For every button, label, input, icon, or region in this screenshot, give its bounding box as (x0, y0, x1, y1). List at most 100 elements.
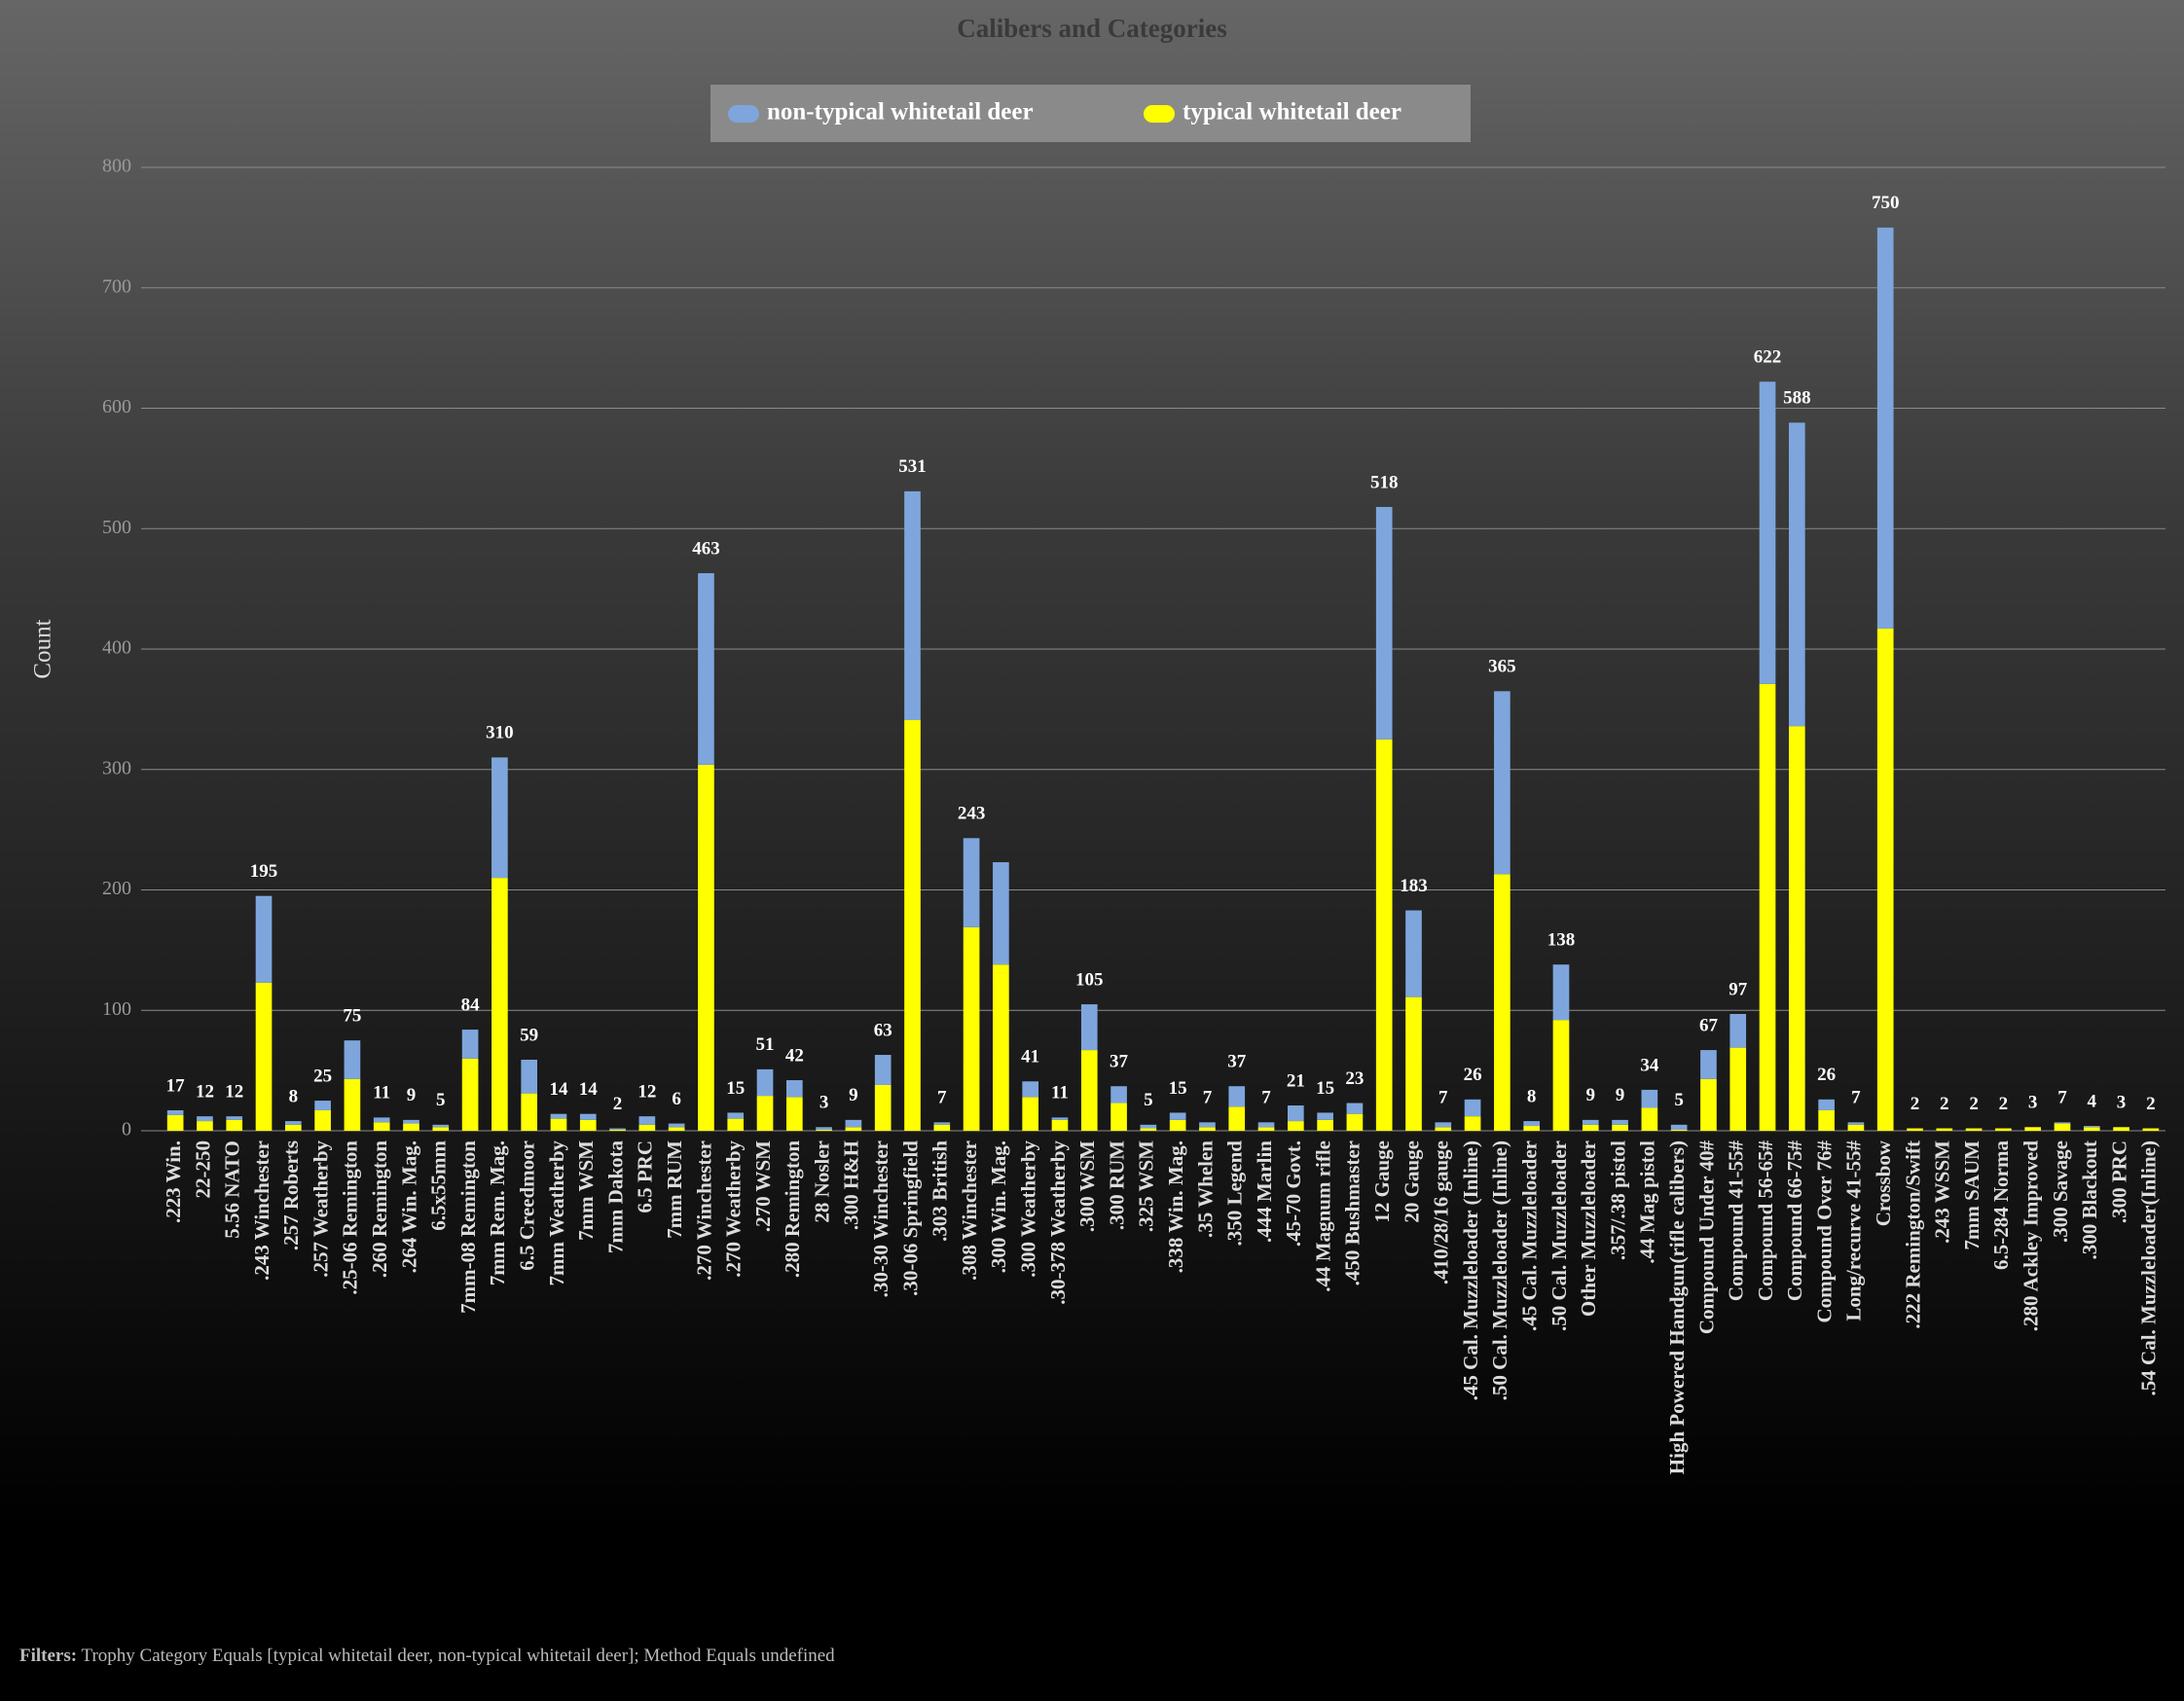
bar-segment (1287, 1105, 1304, 1122)
x-tick-label: High Powered Handgun(rifle calibers) (1665, 1140, 1689, 1474)
total-label: 243 (958, 804, 986, 824)
legend-marker (1144, 105, 1175, 123)
bar-segment (668, 1123, 685, 1128)
total-label: 7 (2057, 1088, 2067, 1108)
bar-segment (963, 926, 980, 1131)
total-label: 34 (1640, 1055, 1659, 1075)
total-label: 7 (937, 1088, 947, 1108)
total-label: 2 (2146, 1094, 2156, 1114)
bar-segment (1287, 1121, 1304, 1131)
bar-segment (344, 1040, 361, 1079)
bar-segment (1257, 1122, 1275, 1128)
bar-segment (1051, 1119, 1069, 1131)
x-tick-label: .303 British (928, 1140, 952, 1242)
total-label: 11 (373, 1083, 390, 1104)
bar-segment (1051, 1117, 1069, 1120)
total-label: 3 (2028, 1093, 2038, 1113)
x-tick-label: .44 Mag pistol (1636, 1140, 1659, 1264)
bar-segment (314, 1109, 331, 1131)
bar-segment (1818, 1099, 1835, 1110)
total-label: 588 (1783, 388, 1811, 409)
total-label: 7 (1851, 1088, 1861, 1108)
bar-segment (2113, 1127, 2129, 1131)
total-label: 37 (1227, 1052, 1247, 1072)
bar-segment (845, 1127, 862, 1131)
bar-segment (1375, 506, 1393, 740)
x-tick-label: Compound 66-75# (1783, 1140, 1806, 1302)
bar-segment (638, 1116, 656, 1125)
total-label: 11 (1051, 1083, 1069, 1104)
bar-segment (550, 1118, 567, 1131)
y-axis-label: Count (30, 619, 56, 678)
bar-segment (1995, 1128, 2012, 1131)
bar-segment (1523, 1121, 1541, 1127)
bar-segment (1876, 628, 1894, 1131)
total-label: 97 (1729, 979, 1748, 999)
bar-segment (1494, 874, 1511, 1131)
total-label: 2 (613, 1094, 623, 1114)
bar-segment (609, 1129, 626, 1131)
x-tick-label: .300 RUM (1105, 1140, 1128, 1230)
chart-title: Calibers and Categories (957, 14, 1226, 43)
bar-segment (1936, 1128, 1953, 1131)
bar-segment (1110, 1103, 1127, 1131)
total-label: 9 (849, 1085, 858, 1105)
x-tick-label: 6.5x55mm (427, 1140, 451, 1231)
x-tick-label: .300 Win. Mag. (987, 1140, 1010, 1273)
total-label: 138 (1547, 930, 1576, 951)
x-tick-label: .350 Legend (1223, 1140, 1247, 1247)
y-tick-label: 800 (102, 156, 131, 177)
bar-segment (1257, 1127, 1275, 1131)
x-tick-label: .257 Weatherby (309, 1140, 332, 1278)
x-tick-label: 12 Gauge (1370, 1140, 1394, 1223)
bar-segment (166, 1109, 184, 1115)
bar-segment (579, 1119, 597, 1131)
bar-segment (1140, 1124, 1157, 1129)
bar-segment (1907, 1128, 1923, 1131)
bar-segment (816, 1129, 832, 1131)
x-tick-label: .270 WSM (751, 1140, 775, 1232)
bar-segment (1169, 1119, 1186, 1131)
x-tick-label: .357/.38 pistol (1606, 1140, 1629, 1260)
bar-segment (963, 838, 980, 927)
total-label: 2 (1911, 1094, 1920, 1114)
x-tick-label: 6.5 PRC (634, 1140, 657, 1213)
bar-segment (756, 1096, 774, 1131)
bar-segment (1670, 1129, 1688, 1131)
bar-segment (166, 1114, 184, 1131)
total-label: 7 (1438, 1088, 1448, 1108)
bar-segment (1080, 1050, 1098, 1131)
y-tick-label: 500 (102, 517, 131, 538)
x-tick-label: Compound Under 40# (1694, 1140, 1718, 1335)
total-label: 5 (436, 1090, 446, 1110)
bar-segment (1847, 1122, 1865, 1125)
bar-segment (226, 1119, 243, 1131)
x-tick-label: .257 Roberts (279, 1140, 303, 1250)
x-tick-label: .35 Whelen (1193, 1140, 1217, 1238)
legend-box (710, 85, 1471, 142)
bar-segment (284, 1124, 302, 1131)
bar-segment (1670, 1124, 1688, 1130)
x-tick-label: .300 Blackout (2078, 1140, 2101, 1260)
bar-segment (1965, 1128, 1983, 1131)
bar-segment (727, 1112, 745, 1119)
bar-segment (1759, 381, 1776, 684)
filters-label: Filters: (19, 1646, 77, 1666)
total-label: 3 (819, 1093, 829, 1113)
x-tick-label: .243 Winchester (250, 1140, 273, 1281)
bar-segment (1346, 1103, 1364, 1114)
x-tick-label: .260 Remington (368, 1140, 391, 1278)
bar-segment (874, 1055, 892, 1085)
bar-segment (1022, 1081, 1039, 1098)
bar-segment (1612, 1124, 1628, 1131)
total-label: 6 (672, 1089, 681, 1109)
total-label: 2 (1940, 1094, 1949, 1114)
total-label: 75 (343, 1006, 361, 1027)
total-label: 183 (1400, 876, 1428, 896)
bar-segment (432, 1124, 450, 1128)
bar-segment (197, 1121, 213, 1131)
bar-segment (698, 764, 714, 1131)
bar-segment (1199, 1122, 1216, 1128)
